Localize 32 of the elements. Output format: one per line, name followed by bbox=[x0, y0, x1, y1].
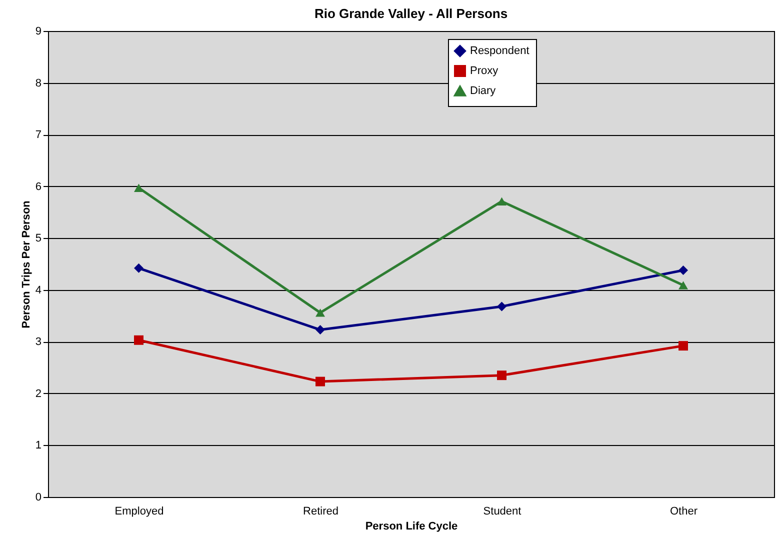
point bbox=[134, 184, 144, 192]
point bbox=[316, 376, 325, 386]
point bbox=[134, 335, 144, 345]
legend-label: Proxy bbox=[470, 65, 499, 77]
y-tick-label: 5 bbox=[35, 232, 42, 245]
y-tick-label: 2 bbox=[35, 388, 42, 400]
point bbox=[678, 341, 688, 351]
y-tick-label: 7 bbox=[35, 129, 42, 142]
x-tick-label: Employed bbox=[114, 506, 164, 518]
point bbox=[678, 281, 688, 290]
point bbox=[678, 265, 688, 275]
y-tick-label: 0 bbox=[35, 492, 42, 504]
y-tick-label: 1 bbox=[35, 440, 42, 452]
x-tick-label: Retired bbox=[303, 506, 338, 518]
point bbox=[497, 302, 506, 312]
legend-label: Diary bbox=[470, 85, 496, 97]
x-tick-label: Other bbox=[670, 506, 698, 518]
point bbox=[497, 370, 506, 380]
x-axis-title: Person Life Cycle bbox=[365, 520, 458, 532]
x-tick-label: Student bbox=[483, 506, 522, 518]
y-tick-label: 4 bbox=[35, 284, 42, 296]
legend-label: Respondent bbox=[470, 45, 530, 57]
point bbox=[497, 197, 506, 206]
y-tick-label: 6 bbox=[35, 180, 42, 193]
y-tick-label: 9 bbox=[35, 26, 42, 38]
point bbox=[134, 263, 144, 273]
chart-title: Rio Grande Valley - All Persons bbox=[314, 6, 508, 21]
point bbox=[316, 308, 325, 317]
point bbox=[316, 325, 325, 334]
y-tick-label: 8 bbox=[35, 77, 42, 90]
y-axis-title: Person Trips Per Person bbox=[20, 200, 32, 328]
y-tick-label: 3 bbox=[35, 336, 42, 348]
